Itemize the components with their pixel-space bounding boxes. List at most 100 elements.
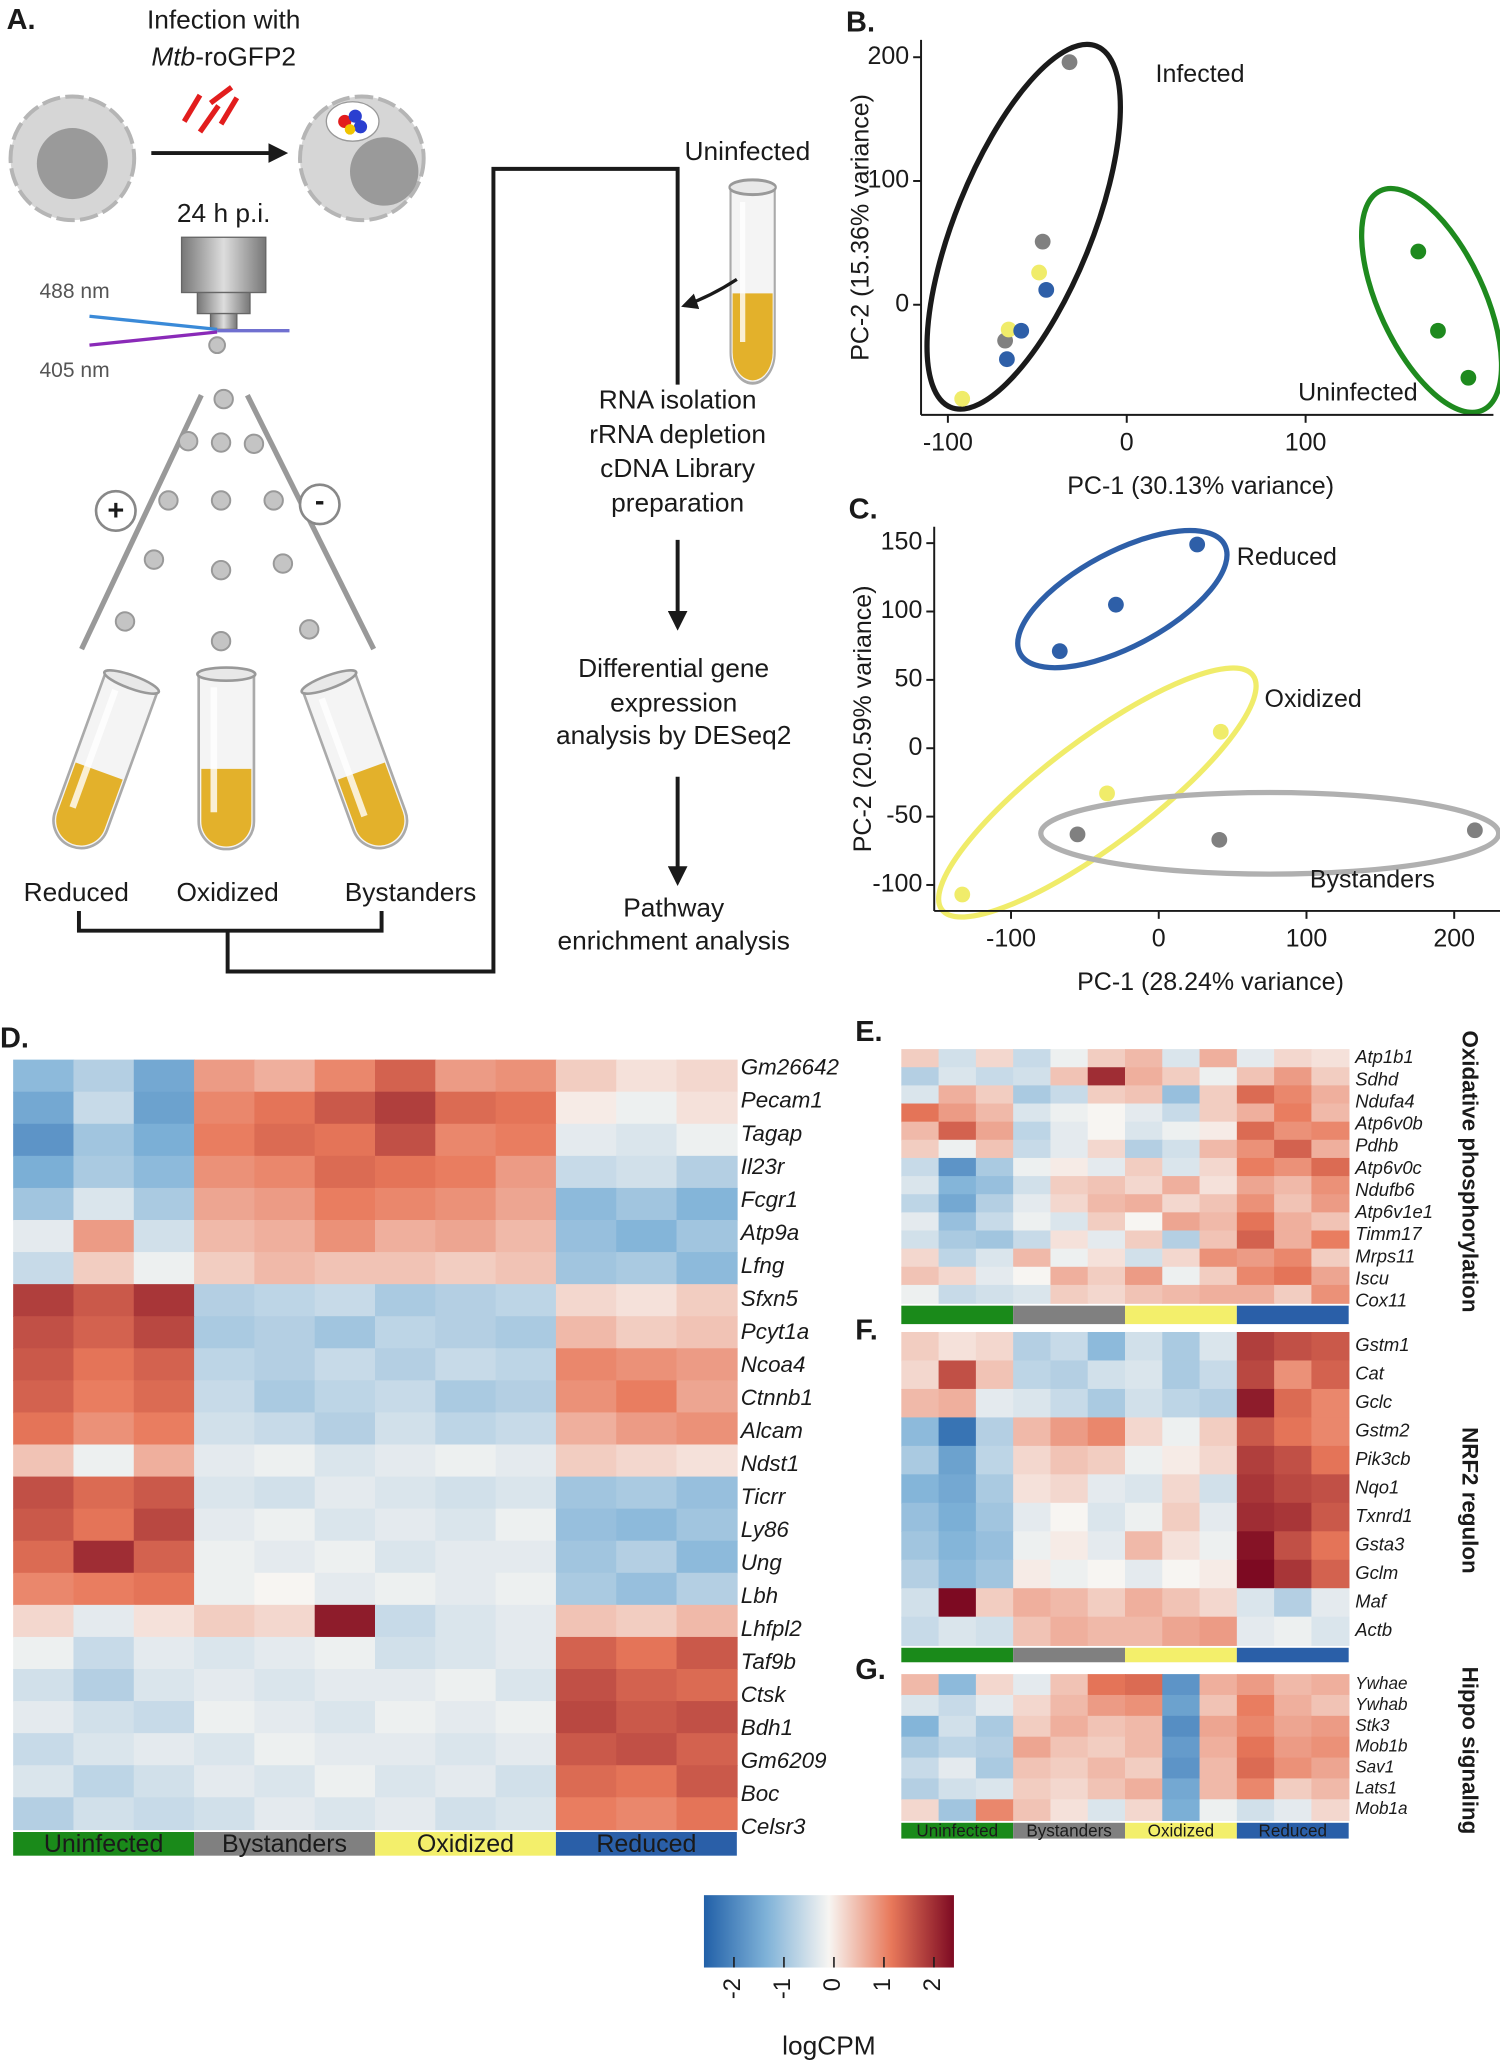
gene-label: Sav1 xyxy=(1355,1758,1394,1777)
x-tick-label: 0 xyxy=(1152,925,1166,953)
heat-cell xyxy=(938,1674,977,1696)
heat-cell xyxy=(133,1252,195,1285)
heat-cell xyxy=(375,1733,437,1767)
heat-cell xyxy=(13,1284,75,1317)
heat-cell xyxy=(975,1559,1014,1590)
gene-label: Gstm2 xyxy=(1355,1420,1409,1441)
x-axis-label: PC-1 (28.24% variance) xyxy=(1077,968,1344,996)
panel-label: D. xyxy=(0,1023,29,1055)
heat-cell xyxy=(495,1669,557,1702)
heat-cell xyxy=(616,1348,678,1382)
heat-cell xyxy=(375,1476,437,1510)
heat-cell xyxy=(938,1284,977,1304)
heat-cell xyxy=(1311,1360,1350,1390)
point xyxy=(1038,282,1055,298)
heat-cell xyxy=(1087,1248,1126,1268)
heat-cell xyxy=(1125,1736,1164,1759)
heat-cell xyxy=(555,1540,618,1574)
heat-cell xyxy=(938,1778,977,1801)
heat-cell xyxy=(1274,1139,1313,1159)
heat-cell xyxy=(1013,1531,1052,1561)
heat-cell xyxy=(314,1219,376,1253)
heat-cell xyxy=(1162,1194,1201,1214)
heat-cell xyxy=(194,1636,256,1670)
group-ellipse xyxy=(924,41,1123,412)
heat-cell xyxy=(938,1157,977,1177)
gene-label: Ywhae xyxy=(1355,1674,1407,1693)
heat-cell xyxy=(1087,1157,1126,1177)
heat-cell xyxy=(1050,1588,1089,1618)
heat-cell xyxy=(314,1636,376,1670)
heat-cell xyxy=(375,1765,437,1799)
heat-cell xyxy=(1274,1474,1313,1504)
heat-cell xyxy=(676,1412,738,1446)
heat-cell xyxy=(555,1733,618,1767)
heat-cell xyxy=(1274,1230,1313,1250)
heat-cell xyxy=(1087,1757,1126,1780)
heat-cell xyxy=(73,1252,135,1285)
heat-cell xyxy=(133,1380,195,1414)
heat-cell xyxy=(1087,1212,1126,1232)
gene-label: Ctsk xyxy=(741,1682,788,1707)
gene-label: Lats1 xyxy=(1355,1778,1397,1797)
heat-cell xyxy=(975,1531,1014,1561)
heat-cell xyxy=(1199,1085,1238,1105)
heat-cell xyxy=(975,1616,1014,1646)
minus-sign: - xyxy=(315,486,325,518)
heat-cell xyxy=(975,1194,1014,1214)
heat-cell xyxy=(1199,1674,1238,1696)
group-ellipse xyxy=(936,665,1259,920)
gene-label: Pecam1 xyxy=(741,1088,823,1113)
heat-cell xyxy=(676,1091,738,1125)
heat-cell xyxy=(1162,1212,1201,1232)
heat-cell xyxy=(1050,1799,1089,1821)
plus-sign: + xyxy=(107,495,124,527)
heat-cell xyxy=(254,1765,316,1799)
laser-beam xyxy=(89,330,218,347)
heat-cell xyxy=(1274,1360,1313,1390)
heat-cell xyxy=(1311,1103,1350,1123)
group-bar xyxy=(194,1832,375,1856)
heat-cell xyxy=(1311,1388,1350,1419)
heat-cell xyxy=(1311,1212,1350,1232)
group-bar xyxy=(1236,1822,1349,1839)
heat-cell xyxy=(314,1252,376,1285)
heat-cell xyxy=(938,1445,977,1476)
heat-cell xyxy=(555,1765,618,1799)
heat-cell xyxy=(975,1085,1014,1105)
heat-cell xyxy=(13,1091,75,1125)
heat-cell xyxy=(1013,1474,1052,1504)
heat-cell xyxy=(194,1187,256,1221)
heat-cell xyxy=(194,1765,256,1799)
heat-cell xyxy=(13,1155,75,1189)
heat-cell xyxy=(495,1604,557,1638)
heat-cell xyxy=(938,1588,977,1618)
panel-a: A. Infection with Mtb-roGFP2 24 h p.i. 4… xyxy=(7,4,810,974)
heat-cell xyxy=(1050,1176,1089,1196)
heat-cell xyxy=(254,1123,316,1157)
heat-cell xyxy=(254,1380,316,1414)
gene-label: Sdhd xyxy=(1355,1068,1399,1089)
gene-label: Pdhb xyxy=(1355,1135,1398,1156)
heat-cell xyxy=(1236,1588,1275,1618)
annotation: Reduced xyxy=(1237,543,1337,571)
group-label: Reduced xyxy=(596,1830,696,1858)
heat-cell xyxy=(1236,1121,1275,1141)
gene-label: Maf xyxy=(1355,1590,1388,1611)
heat-cell xyxy=(616,1252,678,1285)
gene-label: Tagap xyxy=(741,1121,802,1146)
heat-cell xyxy=(13,1348,75,1382)
heat-cell xyxy=(1087,1674,1126,1696)
gene-label: Ywhab xyxy=(1355,1695,1407,1714)
heat-cell xyxy=(13,1412,75,1446)
heat-cell xyxy=(1274,1502,1313,1533)
heat-cell xyxy=(254,1187,316,1221)
heat-cell xyxy=(1199,1757,1238,1780)
heat-cell xyxy=(1087,1067,1126,1087)
heat-cell xyxy=(555,1348,618,1382)
heat-cell xyxy=(555,1636,618,1670)
heat-cell xyxy=(1125,1248,1164,1268)
heat-cell xyxy=(676,1797,738,1831)
heat-cell xyxy=(314,1091,376,1125)
heat-cell xyxy=(1125,1157,1164,1177)
